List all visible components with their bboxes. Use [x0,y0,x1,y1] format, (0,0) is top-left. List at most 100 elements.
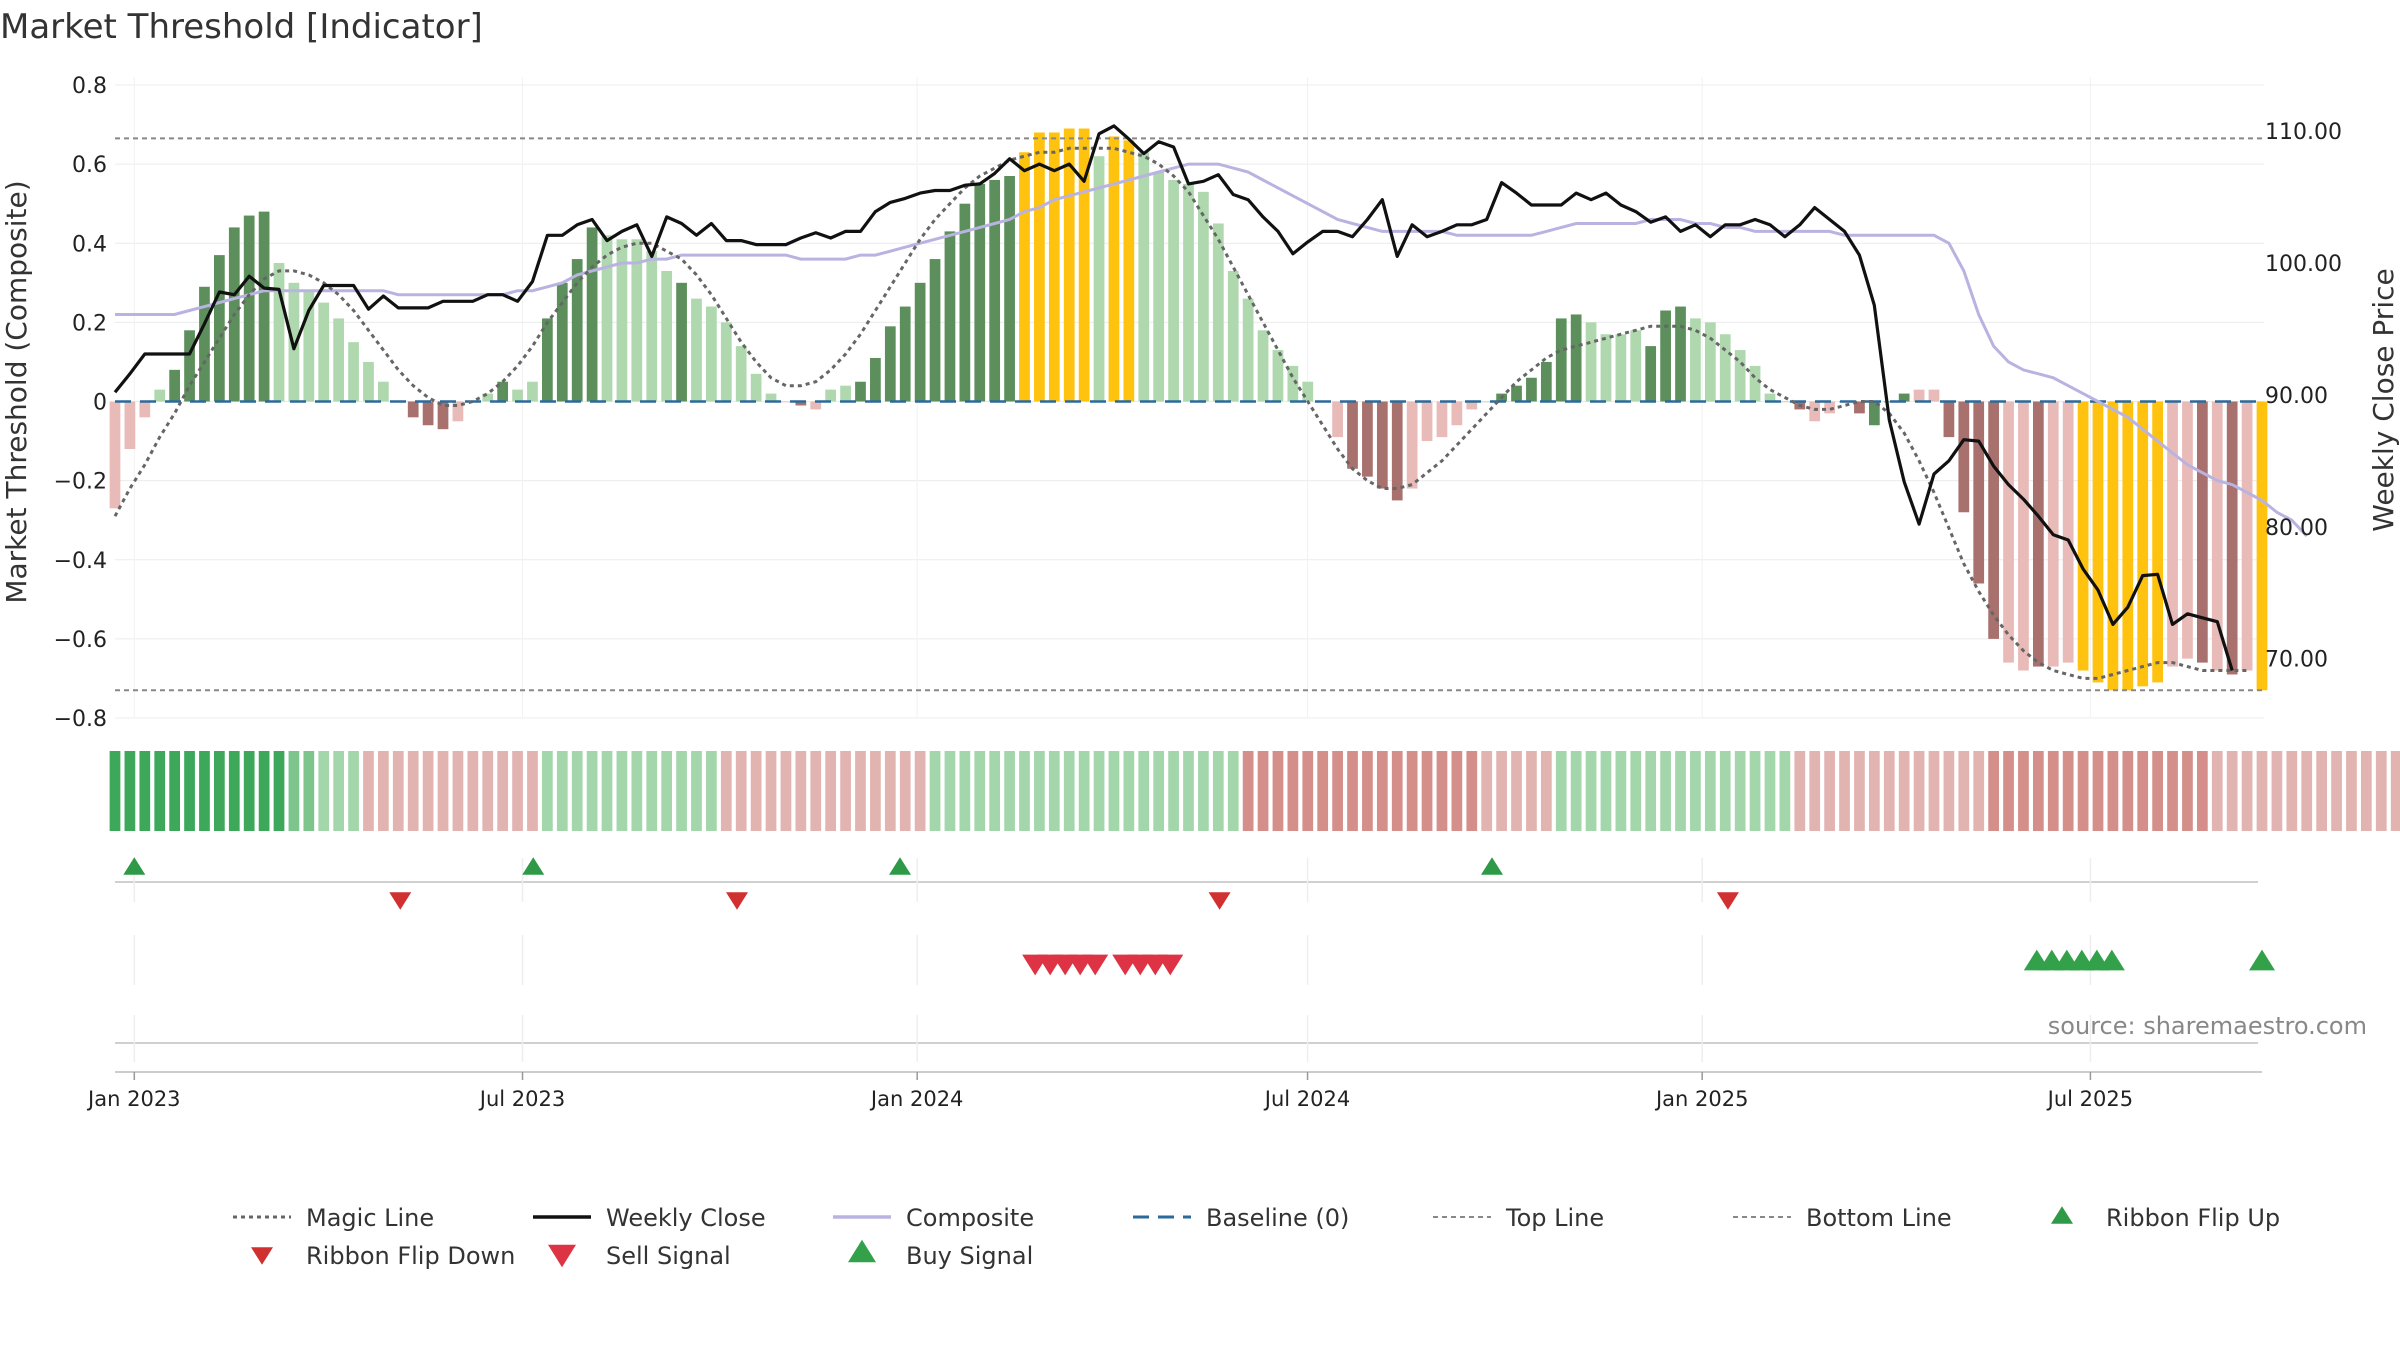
composite-bar [303,290,315,402]
composite-bar [1704,322,1716,402]
legend-label: Baseline (0) [1206,1204,1349,1232]
composite-bar [556,282,568,402]
ribbon-cell [1675,751,1686,831]
composite-bar [1585,322,1597,402]
ribbon-cell [258,751,270,831]
composite-bar [1749,365,1761,402]
composite-bar [631,239,643,402]
ribbon-cell [2077,751,2089,831]
legend-swatch [2051,1206,2073,1224]
composite-bar [1779,401,1791,403]
ribbon-flip-down-marker [1716,892,1739,910]
ribbon-cell [139,751,151,831]
right-tick-label: 70.00 [2265,648,2328,673]
composite-bar [1272,350,1284,402]
ribbon-cell [1153,751,1165,831]
ribbon-cell [1645,751,1657,831]
ribbon-cell [1272,751,1284,831]
composite-bar [601,235,613,402]
ribbon-cell [1376,751,1388,831]
composite-bar [348,342,359,402]
right-tick-label: 100.00 [2265,252,2342,277]
composite-bar [646,251,658,402]
composite-bar [1868,401,1880,426]
composite-bar [363,361,374,402]
composite-bar [1019,152,1030,402]
ribbon-cell [2182,751,2193,831]
ribbon-cell [750,751,762,831]
composite-line [115,162,2308,538]
ribbon-cell [109,751,121,831]
ribbon-cell [2286,751,2298,831]
composite-bar [2196,401,2208,663]
legend-label: Sell Signal [606,1242,731,1270]
ribbon-cell [1317,751,1329,831]
ribbon-cell [720,751,732,831]
ribbon-cell [616,751,628,831]
composite-bar [1466,401,1478,410]
composite-bar [1257,330,1269,402]
composite-bar [1212,223,1224,402]
composite-bar [1242,298,1254,402]
composite-bar [1034,132,1045,402]
composite-bar [1958,401,1970,513]
legend-label: Magic Line [306,1204,434,1232]
composite-bar [482,393,494,402]
composite-bar [1198,191,1209,402]
signal-markers [123,857,2275,976]
ribbon-cell [1406,751,1418,831]
left-tick-label: −0.4 [54,549,107,574]
composite-bar [1048,132,1060,402]
ribbon-cell [765,751,777,831]
ribbon-cell [1451,751,1463,831]
ribbon-cell [1063,751,1075,831]
composite-bar [735,346,747,402]
legend-item-bottom: Bottom Line [1733,1204,1952,1232]
ribbon-cell [184,751,195,831]
source-note: source: sharemaestro.com [2048,1012,2367,1040]
ribbon-cell [601,751,613,831]
composite-bar [1973,401,1985,584]
left-tick-label: −0.2 [54,470,107,495]
ribbon-cell [1570,751,1582,831]
ribbon-cell [1883,751,1895,831]
composite-bar [2167,401,2178,667]
composite-bar [109,401,121,509]
ribbon-cell [780,751,792,831]
ribbon-cell [1719,751,1731,831]
composite-bar [2211,401,2223,671]
composite-bar [1183,183,1194,402]
ribbon-flip-up-marker [1480,857,1503,875]
composite-bar [1227,270,1239,402]
date-tick-label: Jul 2024 [1263,1087,1350,1111]
legend-label: Weekly Close [606,1204,766,1232]
composite-bar [676,282,687,402]
ribbon-cell [2107,751,2119,831]
ribbon-cell [407,751,419,831]
composite-bar [706,306,717,402]
composite-bar [1600,334,1612,402]
left-tick-label: 0.2 [72,311,107,336]
signal-panels [115,858,2262,1073]
left-tick-label: 0.8 [72,74,107,99]
composite-bar [2062,401,2074,663]
right-axis-label: Weekly Close Price [2367,268,2400,531]
ribbon-cell [1198,751,1209,831]
composite-bar [2241,401,2253,671]
ribbon-cell [1824,751,1835,831]
ribbon-cell [214,751,225,831]
right-axis-ticks: 110.00 100.00 90.00 80.00 70.00 [2265,120,2342,673]
composite-bar [914,282,926,402]
ribbon-flip-down-marker [389,892,412,910]
ribbon-cell [944,751,956,831]
composite-bar [2226,401,2238,675]
ribbon-cell [2361,751,2372,831]
ribbon-cell [1183,751,1194,831]
date-tick-label: Jul 2025 [2046,1087,2133,1111]
ribbon-cell [169,751,180,831]
ribbon-cell [378,751,389,831]
composite-bar [944,231,956,402]
ribbon-cell [1034,751,1045,831]
date-tick-label: Jan 2025 [1654,1087,1749,1111]
ribbon-cell [228,751,240,831]
